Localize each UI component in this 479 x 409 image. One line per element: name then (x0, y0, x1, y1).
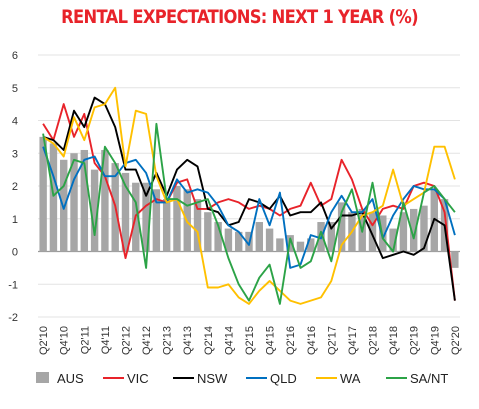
y-tick-label: -1 (8, 279, 18, 291)
bar-aus-Q2'13 (162, 199, 171, 252)
bar-aus-Q3'17 (337, 202, 346, 252)
bar-aus-Q4'14 (224, 228, 233, 252)
x-tick-label: Q4'11 (100, 326, 112, 354)
series-line-wa (42, 86, 456, 305)
y-axis-ticks: -2 -1 0 1 2 3 4 5 6 (8, 50, 18, 324)
bar-aus-Q3'13 (173, 186, 181, 252)
bar-aus-Q2'19 (409, 208, 418, 252)
bar-aus-Q4'16 (307, 238, 315, 252)
x-tick-label: Q4'12 (141, 326, 153, 355)
x-tick-label: Q2'14 (203, 326, 215, 355)
legend-swatch-aus (36, 372, 49, 383)
series-line-nsw (42, 96, 456, 301)
bar-aus-Q2'17 (327, 222, 336, 252)
bar-aus-Q1'11 (70, 153, 78, 252)
bar-aus-Q3'19 (420, 205, 428, 252)
aus-bars (39, 136, 459, 268)
x-tick-label: Q2'16 (285, 326, 297, 355)
legend: AUS VIC NSW QLD WA SA/NT (36, 371, 448, 386)
series-lines (42, 86, 456, 305)
x-tick-label: Q4'19 (429, 326, 441, 355)
x-tick-label: Q2'11 (79, 326, 91, 354)
x-tick-label: Q2'10 (38, 326, 50, 355)
x-axis-ticks: Q2'10 Q4'10 Q2'11 Q4'11 Q2'12 Q4'12 Q2'13 Q4'13… (38, 326, 462, 355)
bar-aus-Q1'15 (235, 231, 243, 252)
x-tick-label: Q4'15 (265, 326, 277, 355)
x-tick-label: Q4'17 (347, 326, 359, 355)
x-tick-label: Q4'14 (223, 326, 235, 355)
x-tick-label: Q2'18 (368, 326, 380, 355)
x-tick-label: Q2'19 (409, 326, 421, 355)
y-tick-label: 3 (12, 148, 18, 160)
x-tick-label: Q2'17 (326, 326, 338, 355)
legend-label-vic: VIC (127, 371, 149, 386)
bar-aus-Q2'11 (80, 149, 89, 252)
bar-aus-Q2'12 (121, 172, 130, 252)
legend-label-sa-nt: SA/NT (410, 371, 448, 386)
series-line-vic (42, 103, 456, 301)
bar-aus-Q1'16 (276, 238, 284, 252)
bar-aus-Q2'20 (451, 251, 459, 268)
x-tick-label: Q4'10 (59, 326, 71, 355)
bar-aus-Q3'16 (296, 241, 305, 252)
y-tick-label: 4 (12, 116, 18, 128)
bar-aus-Q4'11 (101, 149, 109, 252)
y-tick-label: 6 (12, 50, 18, 62)
bar-aus-Q3'11 (90, 169, 99, 252)
bar-aus-Q1'13 (152, 189, 161, 252)
x-tick-label: Q4'13 (182, 326, 194, 355)
x-tick-label: Q2'12 (120, 326, 132, 355)
chart-title: RENTAL EXPECTATIONS: NEXT 1 YEAR (%) (61, 6, 418, 28)
bar-aus-Q4'10 (60, 159, 68, 252)
series-line-sa-nt (42, 122, 456, 305)
x-tick-label: Q4'16 (306, 326, 318, 355)
series-line-qld (42, 146, 456, 269)
y-tick-label: 5 (12, 83, 18, 95)
bar-aus-Q1'19 (399, 212, 408, 252)
x-tick-label: Q2'15 (244, 326, 256, 355)
legend-label-aus: AUS (57, 371, 84, 386)
bar-aus-Q2'18 (368, 212, 377, 252)
bar-aus-Q2'10 (39, 136, 47, 252)
x-tick-label: Q2'13 (162, 326, 174, 355)
x-tick-label: Q2'20 (450, 326, 462, 355)
bar-aus-Q1'14 (193, 199, 202, 252)
legend-label-qld: QLD (270, 371, 297, 386)
bar-aus-Q4'15 (265, 228, 274, 252)
bar-aus-Q3'15 (255, 222, 263, 252)
y-tick-label: -2 (8, 312, 18, 324)
legend-label-nsw: NSW (197, 371, 228, 386)
legend-label-wa: WA (340, 371, 361, 386)
y-tick-label: 1 (12, 214, 18, 226)
bar-aus-Q2'14 (204, 212, 212, 252)
x-tick-label: Q4'18 (388, 326, 400, 355)
bar-aus-Q3'14 (214, 222, 222, 252)
bar-aus-Q4'18 (389, 228, 397, 252)
y-tick-label: 0 (12, 247, 18, 259)
bar-aus-Q4'12 (142, 182, 150, 252)
y-tick-label: 2 (12, 181, 18, 193)
bar-aus-Q3'10 (49, 143, 58, 252)
